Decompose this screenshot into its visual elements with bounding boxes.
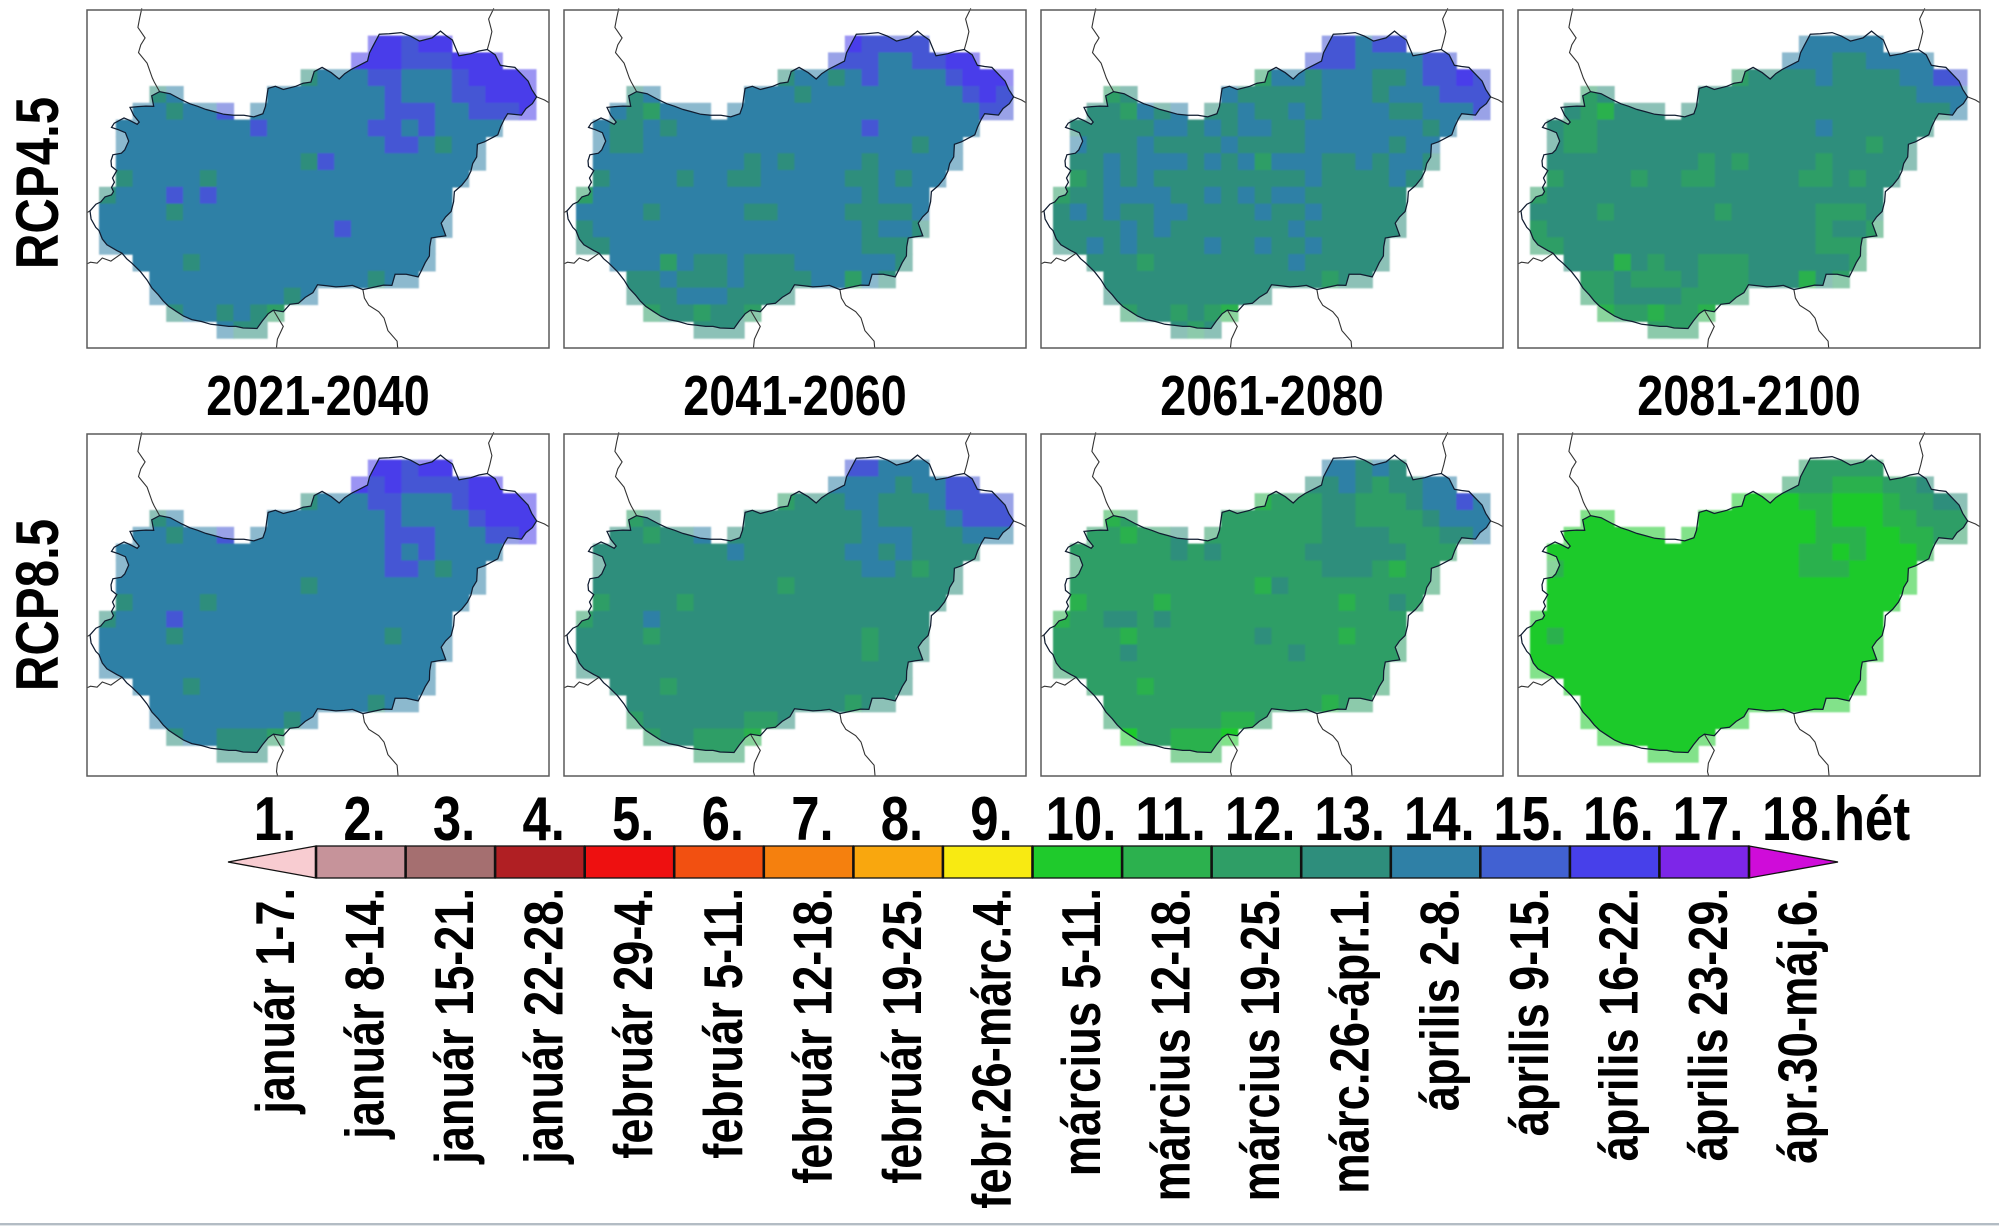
svg-text:7.: 7. <box>791 785 833 854</box>
svg-text:február 19-25.: február 19-25. <box>871 888 933 1184</box>
svg-text:15.: 15. <box>1493 785 1564 854</box>
svg-text:április 9-15.: április 9-15. <box>1498 888 1560 1136</box>
svg-text:január 8-14.: január 8-14. <box>334 888 396 1140</box>
svg-text:január 22-28.: január 22-28. <box>513 888 575 1165</box>
svg-text:4.: 4. <box>523 785 565 854</box>
svg-text:9.: 9. <box>970 785 1012 854</box>
svg-text:február 29-4.: február 29-4. <box>602 888 664 1159</box>
svg-text:február 12-18.: február 12-18. <box>781 888 843 1184</box>
svg-text:RCP4.5: RCP4.5 <box>4 97 71 269</box>
svg-text:10.: 10. <box>1046 785 1117 854</box>
svg-text:ápr.30-máj.6.: ápr.30-máj.6. <box>1767 888 1829 1164</box>
svg-text:április 23-29.: április 23-29. <box>1677 888 1739 1161</box>
svg-text:2081-2100: 2081-2100 <box>1637 364 1861 428</box>
svg-text:febr.26-márc.4.: febr.26-márc.4. <box>961 888 1023 1209</box>
svg-text:hét: hét <box>1834 785 1910 854</box>
svg-text:16.: 16. <box>1583 785 1654 854</box>
svg-text:RCP8.5: RCP8.5 <box>4 519 71 691</box>
svg-text:márc.26-ápr.1.: márc.26-ápr.1. <box>1319 888 1381 1194</box>
svg-text:április 16-22.: április 16-22. <box>1587 888 1649 1161</box>
svg-text:február 5-11.: február 5-11. <box>692 888 754 1159</box>
svg-text:5.: 5. <box>612 785 654 854</box>
svg-text:2041-2060: 2041-2060 <box>683 364 907 428</box>
svg-text:2.: 2. <box>343 785 385 854</box>
svg-text:április 2-8.: április 2-8. <box>1408 888 1470 1111</box>
svg-text:március 5-11.: március 5-11. <box>1050 888 1112 1176</box>
svg-text:11.: 11. <box>1135 785 1206 854</box>
svg-text:január 15-21.: január 15-21. <box>423 888 485 1165</box>
svg-text:3.: 3. <box>433 785 475 854</box>
svg-text:8.: 8. <box>881 785 923 854</box>
svg-text:12.: 12. <box>1225 785 1296 854</box>
svg-text:6.: 6. <box>702 785 744 854</box>
svg-text:17.: 17. <box>1673 785 1744 854</box>
svg-text:március 19-25.: március 19-25. <box>1229 888 1291 1201</box>
svg-text:18.: 18. <box>1762 785 1833 854</box>
svg-text:14.: 14. <box>1404 785 1475 854</box>
svg-text:január 1-7.: január 1-7. <box>244 888 306 1114</box>
svg-text:1.: 1. <box>254 785 296 854</box>
svg-text:március 12-18.: március 12-18. <box>1140 888 1202 1201</box>
svg-text:2021-2040: 2021-2040 <box>206 364 430 428</box>
svg-text:13.: 13. <box>1314 785 1385 854</box>
svg-text:2061-2080: 2061-2080 <box>1160 364 1384 428</box>
